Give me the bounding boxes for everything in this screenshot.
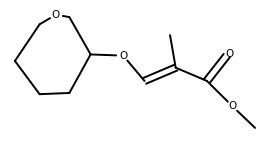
Text: O: O [225, 49, 233, 59]
Text: O: O [119, 51, 127, 61]
Text: O: O [52, 10, 60, 20]
Text: O: O [228, 101, 237, 111]
